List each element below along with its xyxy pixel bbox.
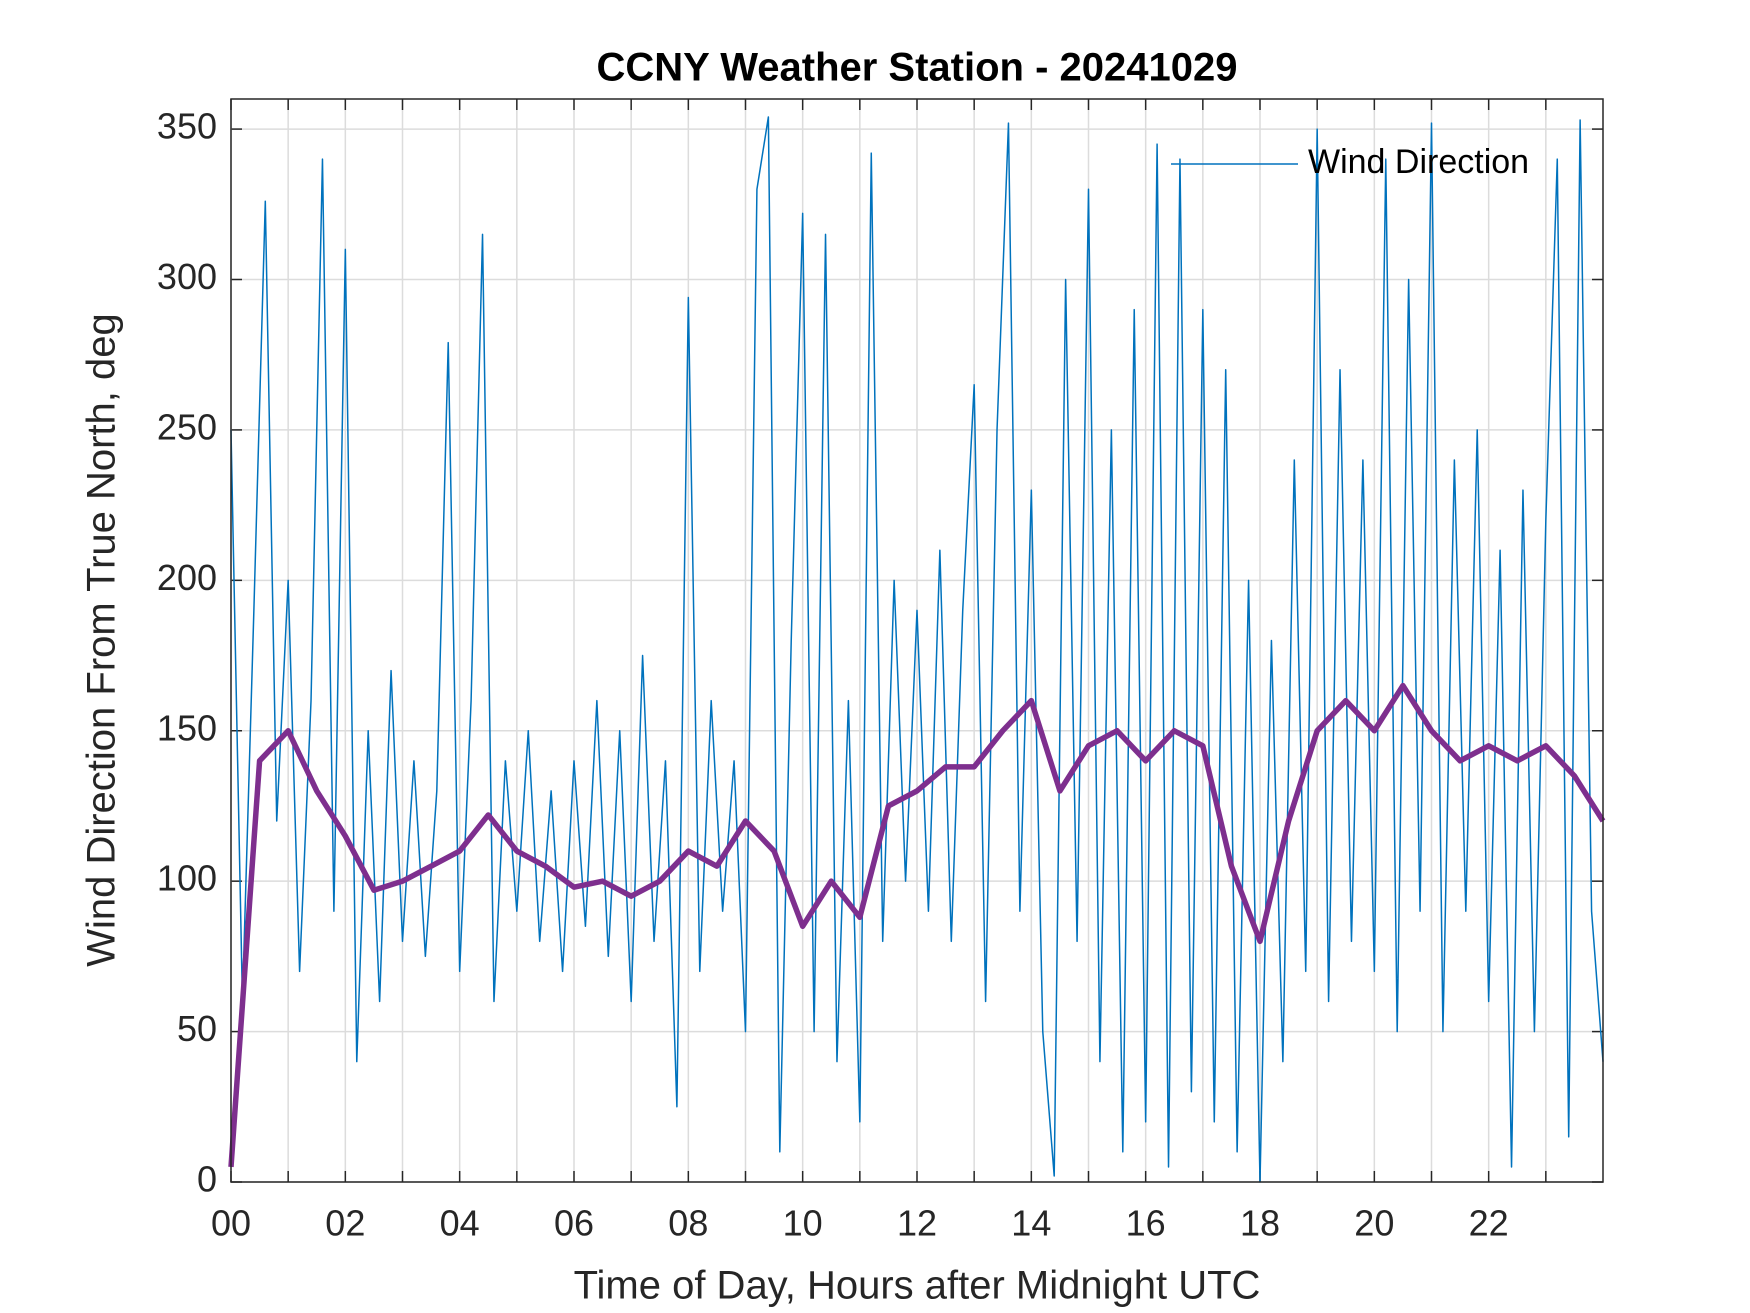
y-tick-label: 250 [157, 406, 217, 447]
y-tick-label: 50 [177, 1008, 217, 1049]
y-tick-label: 100 [157, 858, 217, 899]
x-tick-label: 10 [783, 1203, 823, 1244]
x-tick-label: 20 [1354, 1203, 1394, 1244]
x-tick-label: 02 [325, 1203, 365, 1244]
x-tick-label: 00 [211, 1203, 251, 1244]
data-line [230, 116, 1604, 1183]
y-tick-label: 350 [157, 106, 217, 147]
y-tick-label: 300 [157, 256, 217, 297]
data-line [228, 682, 1606, 1168]
x-axis-label: Time of Day, Hours after Midnight UTC [574, 1264, 1261, 1308]
x-tick-label: 14 [1011, 1203, 1051, 1244]
x-tick-label: 08 [668, 1203, 708, 1244]
x-tick-label: 04 [440, 1203, 480, 1244]
x-tick-label: 16 [1126, 1203, 1166, 1244]
y-axis-label: Wind Direction From True North, deg [80, 313, 124, 967]
x-tick-label: 12 [897, 1203, 937, 1244]
x-tick-label: 06 [554, 1203, 594, 1244]
x-tick-label: 18 [1240, 1203, 1280, 1244]
axes-box [230, 98, 1604, 1183]
y-tick-label: 200 [157, 557, 217, 598]
y-tick-label: 150 [157, 707, 217, 748]
x-tick-label: 22 [1469, 1203, 1509, 1244]
y-tick-label: 0 [197, 1159, 217, 1200]
chart-title: CCNY Weather Station - 20241029 [597, 46, 1238, 90]
legend-label: Wind Direction [1308, 143, 1529, 181]
